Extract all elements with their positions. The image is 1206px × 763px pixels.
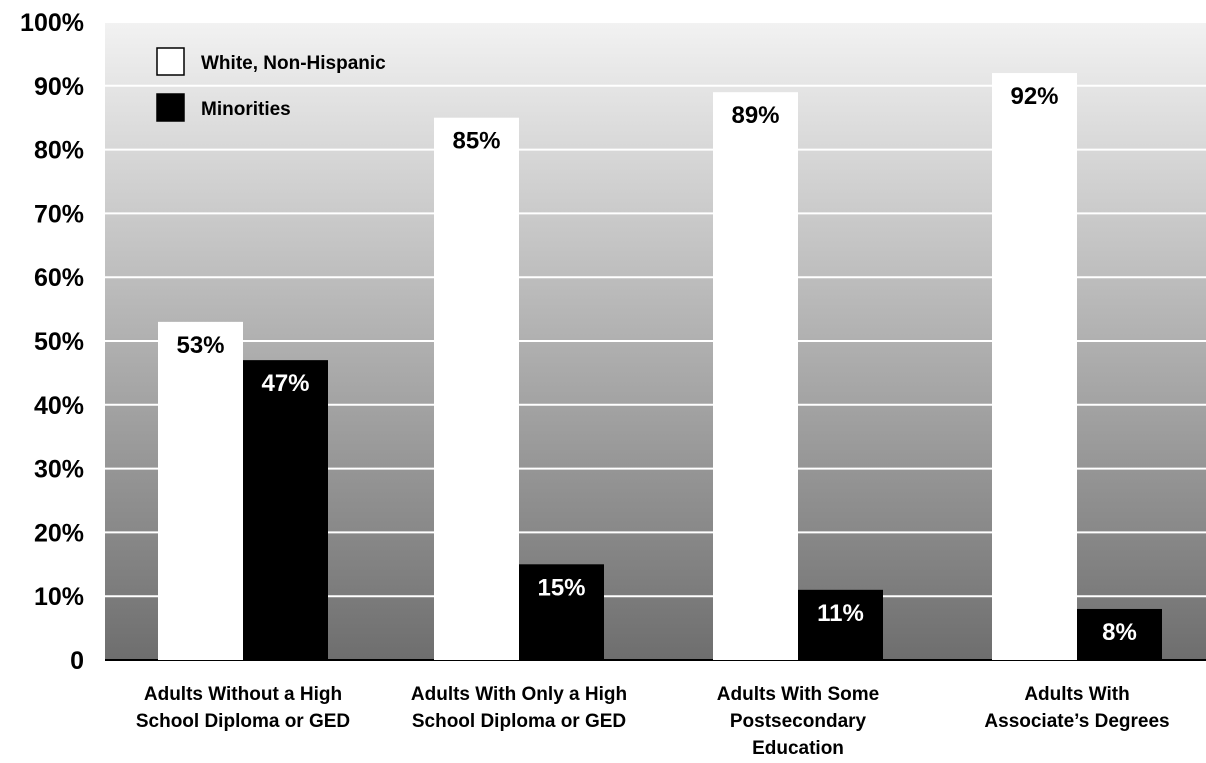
y-tick-label: 50% [34,328,84,356]
y-tick-label: 40% [34,392,84,420]
bar-data-label: 47% [261,370,309,397]
x-category-label-line: Adults With [1024,684,1129,705]
x-category-label: Adults With Associate’s Degrees [984,684,1169,732]
x-category-label-line: School Diploma or GED [412,711,626,732]
bar-white-non-hispanic [713,92,798,661]
bar-data-label: 15% [537,574,585,601]
y-tick-label: 100% [20,9,84,37]
x-category-label: Adults With Some Postsecondary Education [717,684,879,759]
bar-minorities [798,589,883,660]
bar-minorities [243,360,328,660]
legend-label: White, Non-Hispanic [201,53,386,74]
legend-swatch-white [156,47,185,76]
bar-data-label: 85% [452,128,500,155]
bar-minorities [1077,608,1162,660]
x-category-label-line: School Diploma or GED [136,711,350,732]
bar-data-label: 53% [176,332,224,359]
y-tick-label: 0 [70,647,84,675]
x-category-label: Adults With Only a High School Diploma or… [411,684,627,732]
x-category-label-line: Adults Without a High [144,684,342,705]
bar-data-label: 92% [1010,83,1058,110]
bar-white-non-hispanic [992,73,1077,661]
x-category-label-line: Adults With Only a High [411,684,627,705]
y-tick-label: 90% [34,73,84,101]
y-tick-label: 60% [34,264,84,292]
x-category-label-line: Associate’s Degrees [984,711,1169,732]
y-tick-label: 80% [34,137,84,165]
bar-data-label: 11% [817,600,864,627]
bar-data-label: 8% [1102,619,1137,646]
legend-swatch-minorities [156,93,185,122]
y-tick-label: 30% [34,456,84,484]
y-tick-label: 10% [34,583,84,611]
x-category-label-line: Adults With Some [717,684,879,705]
x-category-label-line: Postsecondary [730,711,867,732]
bar-white-non-hispanic [158,321,243,660]
y-tick-label: 70% [34,200,84,228]
x-category-label-line: Education [752,738,844,759]
x-category-label: Adults Without a High School Diploma or G… [136,684,350,732]
legend-label: Minorities [201,99,291,120]
bar-white-non-hispanic [434,117,519,660]
bar-minorities [519,564,604,660]
y-tick-label: 20% [34,519,84,547]
bar-data-label: 89% [731,102,779,129]
